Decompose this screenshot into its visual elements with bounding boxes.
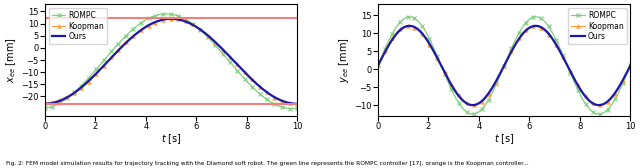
Legend: ROMPC, Koopman, Ours: ROMPC, Koopman, Ours	[49, 8, 108, 44]
Koopman	[605, 100, 612, 102]
Koopman	[255, 84, 262, 86]
Koopman	[42, 102, 49, 104]
Ours	[41, 103, 49, 105]
ROMPC	[525, 18, 533, 20]
Ours	[627, 65, 634, 67]
Ours	[374, 65, 382, 67]
Ours	[191, 25, 199, 27]
Koopman	[191, 25, 199, 27]
Koopman	[271, 97, 278, 99]
Y-axis label: $y_{ee}$ [mm]: $y_{ee}$ [mm]	[337, 37, 351, 83]
ROMPC	[255, 92, 262, 94]
ROMPC	[288, 108, 296, 110]
Text: Fig. 2: FEM model simulation results for trajectory tracking with the Diamond so: Fig. 2: FEM model simulation results for…	[6, 161, 529, 166]
X-axis label: $t$ [s]: $t$ [s]	[161, 133, 181, 146]
Koopman	[627, 64, 634, 66]
Ours	[532, 25, 540, 27]
Line: Ours: Ours	[378, 26, 630, 105]
Ours	[468, 104, 476, 106]
ROMPC	[42, 107, 49, 109]
ROMPC	[627, 65, 634, 67]
Line: Koopman: Koopman	[43, 17, 299, 106]
Line: Koopman: Koopman	[376, 24, 632, 107]
ROMPC	[605, 108, 612, 110]
Y-axis label: $x_{ee}$ [mm]: $x_{ee}$ [mm]	[4, 37, 19, 83]
Koopman	[531, 25, 539, 27]
Koopman	[169, 17, 177, 19]
Line: ROMPC: ROMPC	[376, 15, 632, 116]
X-axis label: $t$ [s]: $t$ [s]	[494, 133, 515, 146]
ROMPC	[589, 111, 596, 113]
Ours	[168, 18, 175, 20]
ROMPC	[192, 25, 200, 27]
Ours	[196, 28, 204, 30]
Ours	[255, 84, 262, 86]
ROMPC	[271, 103, 278, 105]
Ours	[589, 102, 596, 104]
ROMPC	[532, 16, 540, 18]
ROMPC	[293, 107, 301, 109]
Koopman	[291, 103, 298, 105]
Koopman	[196, 28, 204, 30]
Ours	[42, 103, 49, 105]
Koopman	[375, 62, 383, 65]
Koopman	[525, 26, 533, 28]
Koopman	[192, 25, 200, 27]
Ours	[605, 100, 612, 102]
Ours	[192, 26, 200, 28]
ROMPC	[468, 113, 476, 115]
ROMPC	[524, 19, 532, 21]
Ours	[375, 63, 383, 65]
Ours	[525, 27, 533, 29]
Koopman	[374, 64, 382, 66]
Legend: ROMPC, Koopman, Ours: ROMPC, Koopman, Ours	[568, 8, 627, 44]
ROMPC	[163, 13, 170, 15]
ROMPC	[375, 62, 383, 65]
Koopman	[529, 25, 537, 27]
Ours	[271, 96, 278, 98]
Koopman	[524, 27, 532, 29]
Ours	[293, 103, 301, 105]
ROMPC	[529, 16, 537, 18]
Line: ROMPC: ROMPC	[43, 12, 299, 111]
Ours	[529, 25, 537, 27]
Ours	[524, 28, 532, 30]
ROMPC	[41, 107, 49, 109]
Koopman	[470, 104, 477, 106]
Koopman	[41, 102, 49, 104]
ROMPC	[196, 29, 204, 31]
ROMPC	[374, 65, 382, 67]
ROMPC	[191, 25, 199, 27]
Koopman	[589, 102, 596, 104]
Line: Ours: Ours	[45, 19, 297, 104]
Koopman	[293, 103, 301, 105]
